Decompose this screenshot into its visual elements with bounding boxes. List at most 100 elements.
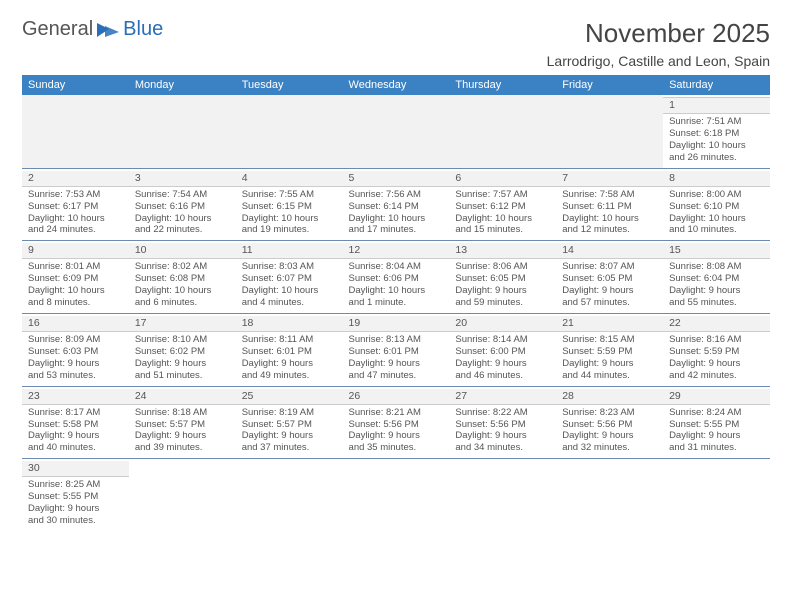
daylight-text: Daylight: 9 hours	[28, 358, 123, 370]
calendar-day-cell: 11Sunrise: 8:03 AMSunset: 6:07 PMDayligh…	[236, 241, 343, 314]
title-block: November 2025 Larrodrigo, Castille and L…	[547, 18, 770, 75]
sunset-text: Sunset: 5:56 PM	[455, 419, 550, 431]
sunrise-text: Sunrise: 8:19 AM	[242, 407, 337, 419]
daylight-text: Daylight: 9 hours	[455, 358, 550, 370]
sunrise-text: Sunrise: 8:15 AM	[562, 334, 657, 346]
sunset-text: Sunset: 6:05 PM	[455, 273, 550, 285]
brand-logo: General Blue	[22, 18, 163, 41]
daylight-text: Daylight: 10 hours	[669, 140, 764, 152]
day-number: 29	[663, 389, 770, 405]
daylight-text: and 49 minutes.	[242, 370, 337, 382]
sunset-text: Sunset: 6:14 PM	[349, 201, 444, 213]
calendar-day-cell: 23Sunrise: 8:17 AMSunset: 5:58 PMDayligh…	[22, 386, 129, 459]
calendar-day-cell: 6Sunrise: 7:57 AMSunset: 6:12 PMDaylight…	[449, 168, 556, 241]
calendar-day-cell: 22Sunrise: 8:16 AMSunset: 5:59 PMDayligh…	[663, 313, 770, 386]
day-number: 17	[129, 316, 236, 332]
daylight-text: Daylight: 9 hours	[349, 358, 444, 370]
day-number: 25	[236, 389, 343, 405]
calendar-day-cell: 10Sunrise: 8:02 AMSunset: 6:08 PMDayligh…	[129, 241, 236, 314]
sunset-text: Sunset: 6:11 PM	[562, 201, 657, 213]
sunrise-text: Sunrise: 8:24 AM	[669, 407, 764, 419]
day-number: 16	[22, 316, 129, 332]
daylight-text: Daylight: 9 hours	[669, 358, 764, 370]
daylight-text: and 19 minutes.	[242, 224, 337, 236]
day-number: 19	[343, 316, 450, 332]
day-number: 10	[129, 243, 236, 259]
sunset-text: Sunset: 6:07 PM	[242, 273, 337, 285]
daylight-text: and 31 minutes.	[669, 442, 764, 454]
location-subtitle: Larrodrigo, Castille and Leon, Spain	[547, 53, 770, 69]
daylight-text: and 42 minutes.	[669, 370, 764, 382]
daylight-text: Daylight: 9 hours	[28, 503, 123, 515]
day-number: 15	[663, 243, 770, 259]
sunset-text: Sunset: 6:06 PM	[349, 273, 444, 285]
daylight-text: and 59 minutes.	[455, 297, 550, 309]
day-header: Tuesday	[236, 75, 343, 95]
calendar-week-row: 2Sunrise: 7:53 AMSunset: 6:17 PMDaylight…	[22, 168, 770, 241]
sunrise-text: Sunrise: 8:11 AM	[242, 334, 337, 346]
day-number: 18	[236, 316, 343, 332]
daylight-text: Daylight: 9 hours	[562, 430, 657, 442]
daylight-text: Daylight: 10 hours	[28, 213, 123, 225]
daylight-text: Daylight: 9 hours	[562, 285, 657, 297]
calendar-empty-cell	[236, 95, 343, 168]
daylight-text: Daylight: 10 hours	[28, 285, 123, 297]
daylight-text: and 15 minutes.	[455, 224, 550, 236]
sunset-text: Sunset: 6:15 PM	[242, 201, 337, 213]
brand-word-1: General	[22, 18, 93, 41]
sunrise-text: Sunrise: 8:09 AM	[28, 334, 123, 346]
day-number: 1	[663, 97, 770, 114]
calendar-header-row: SundayMondayTuesdayWednesdayThursdayFrid…	[22, 75, 770, 95]
calendar-week-row: 1Sunrise: 7:51 AMSunset: 6:18 PMDaylight…	[22, 95, 770, 168]
sunset-text: Sunset: 5:57 PM	[135, 419, 230, 431]
daylight-text: Daylight: 9 hours	[455, 430, 550, 442]
calendar-day-cell: 20Sunrise: 8:14 AMSunset: 6:00 PMDayligh…	[449, 313, 556, 386]
calendar-day-cell: 12Sunrise: 8:04 AMSunset: 6:06 PMDayligh…	[343, 241, 450, 314]
sunrise-text: Sunrise: 7:53 AM	[28, 189, 123, 201]
daylight-text: Daylight: 9 hours	[135, 430, 230, 442]
calendar-empty-cell	[343, 459, 450, 531]
day-number: 26	[343, 389, 450, 405]
daylight-text: Daylight: 9 hours	[242, 358, 337, 370]
calendar-body: 1Sunrise: 7:51 AMSunset: 6:18 PMDaylight…	[22, 95, 770, 531]
daylight-text: Daylight: 9 hours	[669, 430, 764, 442]
day-number: 7	[556, 171, 663, 187]
calendar-day-cell: 9Sunrise: 8:01 AMSunset: 6:09 PMDaylight…	[22, 241, 129, 314]
sunrise-text: Sunrise: 8:02 AM	[135, 261, 230, 273]
daylight-text: and 24 minutes.	[28, 224, 123, 236]
daylight-text: Daylight: 9 hours	[242, 430, 337, 442]
daylight-text: Daylight: 10 hours	[455, 213, 550, 225]
day-number: 14	[556, 243, 663, 259]
calendar-week-row: 23Sunrise: 8:17 AMSunset: 5:58 PMDayligh…	[22, 386, 770, 459]
daylight-text: Daylight: 9 hours	[562, 358, 657, 370]
sunrise-text: Sunrise: 8:25 AM	[28, 479, 123, 491]
calendar-empty-cell	[449, 95, 556, 168]
calendar-day-cell: 8Sunrise: 8:00 AMSunset: 6:10 PMDaylight…	[663, 168, 770, 241]
daylight-text: and 32 minutes.	[562, 442, 657, 454]
sunrise-text: Sunrise: 7:55 AM	[242, 189, 337, 201]
day-number: 28	[556, 389, 663, 405]
day-header: Wednesday	[343, 75, 450, 95]
sunset-text: Sunset: 5:55 PM	[28, 491, 123, 503]
calendar-day-cell: 30Sunrise: 8:25 AMSunset: 5:55 PMDayligh…	[22, 459, 129, 531]
daylight-text: Daylight: 9 hours	[349, 430, 444, 442]
calendar-table: SundayMondayTuesdayWednesdayThursdayFrid…	[22, 75, 770, 531]
daylight-text: and 22 minutes.	[135, 224, 230, 236]
sunrise-text: Sunrise: 8:07 AM	[562, 261, 657, 273]
sunset-text: Sunset: 5:55 PM	[669, 419, 764, 431]
day-number: 4	[236, 171, 343, 187]
calendar-day-cell: 15Sunrise: 8:08 AMSunset: 6:04 PMDayligh…	[663, 241, 770, 314]
sunrise-text: Sunrise: 8:23 AM	[562, 407, 657, 419]
sunrise-text: Sunrise: 8:21 AM	[349, 407, 444, 419]
calendar-day-cell: 13Sunrise: 8:06 AMSunset: 6:05 PMDayligh…	[449, 241, 556, 314]
sunrise-text: Sunrise: 8:22 AM	[455, 407, 550, 419]
daylight-text: Daylight: 10 hours	[562, 213, 657, 225]
sunset-text: Sunset: 6:00 PM	[455, 346, 550, 358]
sunrise-text: Sunrise: 7:57 AM	[455, 189, 550, 201]
daylight-text: and 35 minutes.	[349, 442, 444, 454]
calendar-day-cell: 7Sunrise: 7:58 AMSunset: 6:11 PMDaylight…	[556, 168, 663, 241]
sunrise-text: Sunrise: 8:08 AM	[669, 261, 764, 273]
sunrise-text: Sunrise: 8:13 AM	[349, 334, 444, 346]
sunset-text: Sunset: 6:18 PM	[669, 128, 764, 140]
calendar-day-cell: 19Sunrise: 8:13 AMSunset: 6:01 PMDayligh…	[343, 313, 450, 386]
